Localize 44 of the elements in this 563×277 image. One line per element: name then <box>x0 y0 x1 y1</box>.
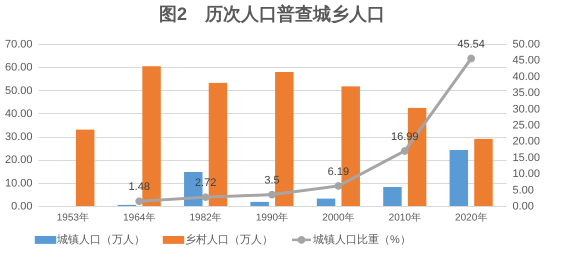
y2-tick-label: 50.00 <box>512 38 540 50</box>
y-tick-label: 20.00 <box>4 154 32 166</box>
bar <box>474 138 493 206</box>
y2-tick-label: 5.00 <box>512 184 534 196</box>
y2-tick-label: 0.00 <box>512 200 534 212</box>
y2-tick-label: 40.00 <box>512 70 540 83</box>
y2-tick-label: 30.00 <box>512 103 540 116</box>
y2-tick-label: 45.00 <box>512 54 540 67</box>
y-tick-label: 60.00 <box>4 62 32 74</box>
legend-label: 城镇人口比重（%） <box>312 232 411 246</box>
data-label: 2.72 <box>194 177 216 190</box>
x-tick-label: 2020年 <box>455 212 488 224</box>
bar <box>250 202 269 206</box>
data-label: 45.54 <box>457 38 485 50</box>
y2-tick-label: 10.00 <box>512 168 540 180</box>
y-tick-label: 70.00 <box>4 38 32 50</box>
x-tick-label: 1990年 <box>256 212 288 224</box>
y2-tick-label: 20.00 <box>512 136 540 148</box>
x-tick-label: 2000年 <box>322 212 355 224</box>
y-tick-label: 30.00 <box>4 131 32 144</box>
bar <box>76 130 94 206</box>
bar <box>316 198 336 206</box>
x-tick-label: 1982年 <box>189 212 222 224</box>
point <box>467 54 476 62</box>
y2-tick-label: 35.00 <box>512 87 540 100</box>
y-tick-label: 40.00 <box>4 108 32 120</box>
x-tick-label: 1953年 <box>56 212 89 224</box>
y-tick-label: 0.00 <box>11 200 32 212</box>
point <box>334 182 342 190</box>
bar <box>383 187 402 206</box>
legend-label: 乡村人口（万人） <box>185 232 273 246</box>
x-tick-label: 1964年 <box>123 212 156 224</box>
bar <box>450 150 468 206</box>
point <box>135 197 144 206</box>
y-tick-label: 10.00 <box>4 177 32 190</box>
x-tick-label: 2010年 <box>388 212 421 224</box>
point <box>400 147 409 155</box>
y-tick-label: 50.00 <box>4 84 32 97</box>
y2-tick-label: 25.00 <box>512 120 540 132</box>
y2-tick-label: 15.00 <box>512 152 540 164</box>
point <box>268 190 276 199</box>
point <box>202 193 210 202</box>
chart-title: 图2 历次人口普查城乡人口 <box>158 4 386 24</box>
legend-label: 城镇人口（万人） <box>56 232 145 246</box>
